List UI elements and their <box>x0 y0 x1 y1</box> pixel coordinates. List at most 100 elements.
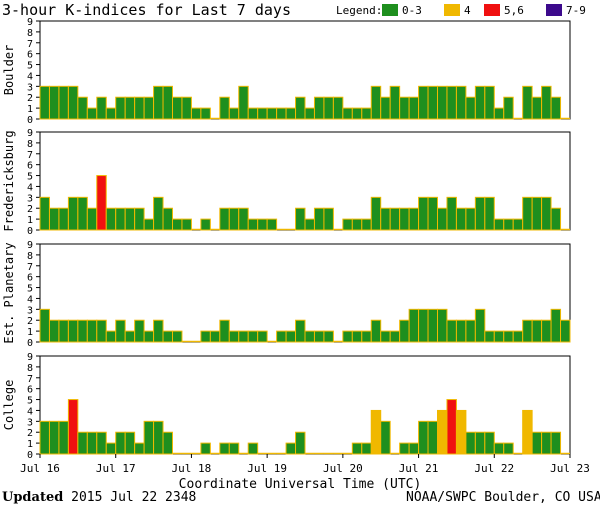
y-tick-label: 9 <box>27 240 33 251</box>
kindex-bar <box>285 330 297 343</box>
kindex-bar <box>380 96 391 120</box>
y-tick-label: 1 <box>27 439 33 450</box>
kindex-bar <box>219 319 230 343</box>
x-axis-ticks: Jul 16 Jul 17 Jul 18 Jul 19 Jul 20 Jul 21 Jul … <box>20 454 590 475</box>
kindex-bar <box>162 207 174 231</box>
kindex-bar <box>465 431 476 455</box>
kindex-bar <box>153 420 164 455</box>
kindex-bar <box>304 330 315 343</box>
kindex-bar <box>455 85 467 120</box>
kindex-bar <box>238 85 249 120</box>
kindex-bar <box>474 196 486 231</box>
kindex-bar <box>209 330 221 343</box>
x-tick-label: Jul 22 <box>474 462 514 475</box>
kindex-bar <box>67 399 79 455</box>
kindex-bar <box>67 196 79 231</box>
kindex-bar <box>370 85 382 120</box>
kindex-bar <box>162 431 174 455</box>
kindex-bar <box>408 442 420 455</box>
y-tick-label: 9 <box>27 128 33 139</box>
legend-title: Legend: <box>336 4 382 17</box>
kindex-bar <box>58 420 69 455</box>
kindex-bar <box>550 96 562 120</box>
kindex-bar <box>465 96 476 120</box>
kindex-bar <box>172 218 183 231</box>
kindex-bar <box>389 330 401 343</box>
y-tick-label: 6 <box>27 273 33 284</box>
kindex-bar <box>162 85 174 120</box>
kindex-bar <box>124 96 136 120</box>
kindex-bar <box>276 330 287 343</box>
kindex-bar <box>493 107 505 120</box>
y-tick-label: 5 <box>27 396 33 407</box>
kindex-bar <box>96 175 107 231</box>
kindex-bar <box>399 442 410 455</box>
kindex-bar <box>503 442 514 455</box>
y-tick-label: 7 <box>27 39 33 50</box>
kindex-bar <box>531 96 543 120</box>
kindex-bar <box>323 330 334 343</box>
kindex-bar <box>285 442 297 455</box>
x-tick-label: Jul 23 <box>550 462 590 475</box>
kindex-bar <box>474 431 486 455</box>
kindex-bar <box>134 319 145 343</box>
legend-swatch-7-9 <box>546 4 562 16</box>
legend-swatch-5-6 <box>484 4 500 16</box>
kindex-bar <box>484 196 495 231</box>
kindex-bar <box>105 107 117 120</box>
kindex-bar <box>389 207 401 231</box>
y-tick-label: 1 <box>27 104 33 115</box>
kindex-bar <box>493 330 505 343</box>
kindex-bar <box>418 85 429 120</box>
kindex-bar <box>522 85 533 120</box>
kindex-bar <box>181 218 192 231</box>
kindex-bar <box>437 85 448 120</box>
kindex-bar <box>550 431 562 455</box>
kindex-bar <box>427 85 438 120</box>
kindex-bar <box>238 207 249 231</box>
station-label: Boulder <box>2 45 16 96</box>
kindex-bar <box>295 431 306 455</box>
kindex-bar <box>342 330 353 343</box>
kindex-bar <box>389 85 401 120</box>
y-tick-label: 9 <box>27 17 33 28</box>
kindex-bar <box>134 442 145 455</box>
kindex-bar <box>143 218 155 231</box>
kindex-bar <box>361 330 372 343</box>
kindex-bar <box>86 431 98 455</box>
kindex-bar <box>67 319 79 343</box>
y-tick-label: 9 <box>27 352 33 363</box>
y-tick-label: 6 <box>27 50 33 61</box>
kindex-bar <box>522 196 533 231</box>
kindex-bar <box>115 431 126 455</box>
kindex-bar <box>124 330 136 343</box>
kindex-bar <box>219 96 230 120</box>
kindex-bar <box>550 207 562 231</box>
kindex-bar <box>228 330 240 343</box>
y-tick-label: 1 <box>27 215 33 226</box>
kindex-bar <box>380 207 391 231</box>
kindex-bar <box>446 399 457 455</box>
kindex-bar <box>58 207 69 231</box>
y-tick-label: 3 <box>27 417 33 428</box>
y-tick-label: 7 <box>27 150 33 161</box>
station-label: Fredericksburg <box>2 130 16 231</box>
kindex-bar <box>370 319 382 343</box>
kindex-bar <box>39 85 50 120</box>
kindex-bar <box>313 330 325 343</box>
kindex-bar <box>380 420 391 455</box>
kindex-bar <box>313 96 325 120</box>
kindex-bar <box>323 207 334 231</box>
kindex-bar <box>342 218 353 231</box>
kindex-bar <box>115 96 126 120</box>
kindex-bar <box>503 96 514 120</box>
kindex-bar <box>295 319 306 343</box>
kindex-bar <box>503 218 514 231</box>
kindex-bar <box>361 107 372 120</box>
x-tick-label: Jul 17 <box>96 462 136 475</box>
kindex-bar <box>474 85 486 120</box>
legend-label-5-6: 5,6 <box>504 4 524 17</box>
x-axis-label: Coordinate Universal Time (UTC) <box>179 477 422 490</box>
